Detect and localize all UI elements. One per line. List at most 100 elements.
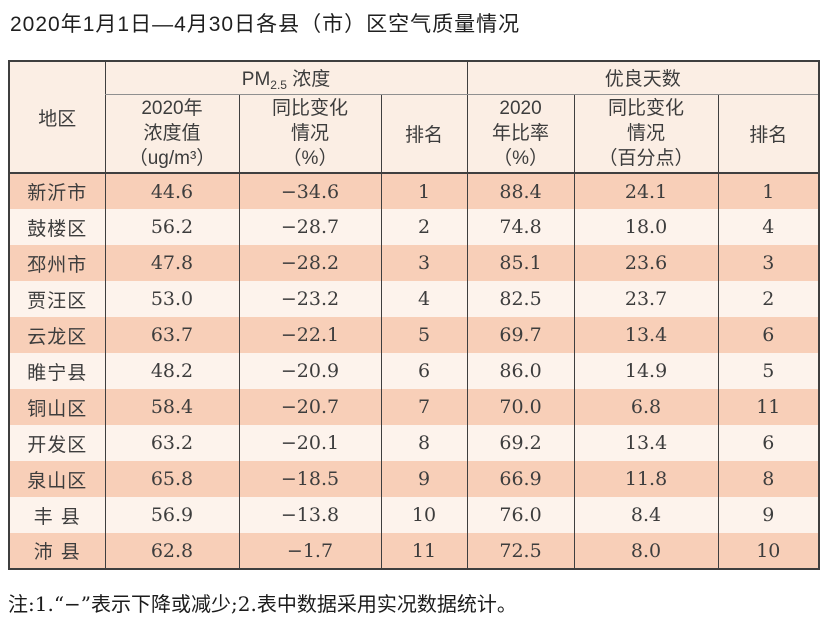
cell-region: 丰 县 — [8, 497, 105, 533]
cell-days-rank: 9 — [717, 497, 820, 533]
cell-region: 泉山区 — [8, 461, 105, 497]
cell-days-change: 24.1 — [573, 173, 719, 209]
cell-pm-rank: 11 — [380, 533, 468, 569]
cell-pm-change: −20.7 — [238, 389, 381, 425]
air-quality-table: 地区 PM2.5 浓度 优良天数 2020年 浓度值 （ug/m³） 同比变化 … — [8, 60, 821, 570]
table-header: 地区 PM2.5 浓度 优良天数 2020年 浓度值 （ug/m³） 同比变化 … — [8, 61, 820, 174]
header-group-row: 地区 PM2.5 浓度 优良天数 — [8, 61, 820, 174]
header-days-rate: 2020 年比率 （%） — [466, 94, 575, 174]
cell-days-change: 14.9 — [573, 353, 719, 389]
cell-region: 邳州市 — [8, 245, 105, 281]
table-row: 贾汪区 53.0 −23.2 4 82.5 23.7 2 — [8, 281, 820, 317]
cell-days-rate: 72.5 — [466, 533, 575, 569]
cell-pm-change: −20.9 — [238, 353, 381, 389]
cell-days-rate: 74.8 — [466, 209, 575, 245]
table-row: 新沂市 44.6 −34.6 1 88.4 24.1 1 — [8, 173, 820, 209]
cell-days-rate: 70.0 — [466, 389, 575, 425]
cell-days-change: 13.4 — [573, 317, 719, 353]
cell-pm-rank: 8 — [380, 425, 468, 461]
cell-days-rate: 85.1 — [466, 245, 575, 281]
cell-days-rank: 6 — [717, 317, 820, 353]
pm25-subscript: 2.5 — [270, 77, 287, 92]
cell-pm-rank: 3 — [380, 245, 468, 281]
cell-pm-value: 48.2 — [104, 353, 239, 389]
cell-days-rate: 69.7 — [466, 317, 575, 353]
cell-pm-rank: 7 — [380, 389, 468, 425]
cell-pm-value: 56.9 — [104, 497, 239, 533]
header-pm25-group: PM2.5 浓度 — [104, 61, 468, 95]
cell-pm-value: 58.4 — [104, 389, 239, 425]
cell-pm-change: −28.2 — [238, 245, 381, 281]
cell-pm-change: −34.6 — [238, 173, 381, 209]
cell-days-rank: 8 — [717, 461, 820, 497]
table-row: 丰 县 56.9 −13.8 10 76.0 8.4 9 — [8, 497, 820, 533]
cell-pm-rank: 4 — [380, 281, 468, 317]
cell-pm-value: 63.7 — [104, 317, 239, 353]
cell-pm-change: −20.1 — [238, 425, 381, 461]
page-title: 2020年1月1日—4月30日各县（市）区空气质量情况 — [10, 13, 521, 36]
cell-days-rate: 69.2 — [466, 425, 575, 461]
table-row: 鼓楼区 56.2 −28.7 2 74.8 18.0 4 — [8, 209, 820, 245]
cell-pm-change: −1.7 — [238, 533, 381, 569]
cell-region: 铜山区 — [8, 389, 105, 425]
cell-pm-rank: 9 — [380, 461, 468, 497]
cell-region: 新沂市 — [8, 173, 105, 209]
cell-pm-value: 63.2 — [104, 425, 239, 461]
table-row: 泉山区 65.8 −18.5 9 66.9 11.8 8 — [8, 461, 820, 497]
cell-days-rate: 76.0 — [466, 497, 575, 533]
cell-region: 沛 县 — [8, 533, 105, 569]
table-row: 铜山区 58.4 −20.7 7 70.0 6.8 11 — [8, 389, 820, 425]
table-row: 云龙区 63.7 −22.1 5 69.7 13.4 6 — [8, 317, 820, 353]
cell-pm-rank: 2 — [380, 209, 468, 245]
cell-pm-value: 56.2 — [104, 209, 239, 245]
cell-pm-rank: 10 — [380, 497, 468, 533]
cell-pm-rank: 6 — [380, 353, 468, 389]
cell-pm-value: 47.8 — [104, 245, 239, 281]
cell-pm-value: 65.8 — [104, 461, 239, 497]
cell-pm-value: 44.6 — [104, 173, 239, 209]
table-body: 新沂市 44.6 −34.6 1 88.4 24.1 1 鼓楼区 56.2 −2… — [8, 173, 820, 569]
cell-days-rate: 66.9 — [466, 461, 575, 497]
header-pm-value: 2020年 浓度值 （ug/m³） — [104, 94, 239, 174]
cell-days-change: 23.6 — [573, 245, 719, 281]
header-good-days-group: 优良天数 — [466, 61, 820, 95]
cell-pm-rank: 1 — [380, 173, 468, 209]
cell-pm-change: −13.8 — [238, 497, 381, 533]
cell-days-rate: 88.4 — [466, 173, 575, 209]
pm25-label: PM2.5 浓度 — [241, 68, 331, 92]
cell-pm-rank: 5 — [380, 317, 468, 353]
table-row: 沛 县 62.8 −1.7 11 72.5 8.0 10 — [8, 533, 820, 569]
cell-days-rate: 82.5 — [466, 281, 575, 317]
header-region: 地区 — [8, 61, 105, 174]
cell-pm-change: −28.7 — [238, 209, 381, 245]
cell-region: 开发区 — [8, 425, 105, 461]
cell-pm-value: 53.0 — [104, 281, 239, 317]
cell-days-rank: 3 — [717, 245, 820, 281]
cell-days-rank: 6 — [717, 425, 820, 461]
cell-days-rank: 4 — [717, 209, 820, 245]
cell-region: 鼓楼区 — [8, 209, 105, 245]
cell-days-change: 13.4 — [573, 425, 719, 461]
cell-days-change: 23.7 — [573, 281, 719, 317]
header-sub-row: 2020年 浓度值 （ug/m³） 同比变化 情况 （%） 排名 2020 年比… — [9, 94, 820, 174]
cell-days-change: 18.0 — [573, 209, 719, 245]
header-days-change: 同比变化 情况 （百分点） — [573, 94, 719, 174]
cell-pm-value: 62.8 — [104, 533, 239, 569]
header-pm-rank: 排名 — [380, 94, 468, 174]
header-pm-change: 同比变化 情况 （%） — [238, 94, 381, 174]
table-row: 邳州市 47.8 −28.2 3 85.1 23.6 3 — [8, 245, 820, 281]
cell-days-rank: 11 — [717, 389, 820, 425]
table-row: 开发区 63.2 −20.1 8 69.2 13.4 6 — [8, 425, 820, 461]
cell-pm-change: −23.2 — [238, 281, 381, 317]
cell-region: 贾汪区 — [8, 281, 105, 317]
footnote: 注:1.“−”表示下降或减少;2.表中数据采用实况数据统计。 — [8, 592, 517, 616]
cell-days-rank: 2 — [717, 281, 820, 317]
cell-region: 云龙区 — [8, 317, 105, 353]
cell-days-change: 6.8 — [573, 389, 719, 425]
cell-days-change: 8.0 — [573, 533, 719, 569]
cell-days-rate: 86.0 — [466, 353, 575, 389]
cell-days-change: 8.4 — [573, 497, 719, 533]
cell-days-rank: 1 — [717, 173, 820, 209]
header-days-rank: 排名 — [717, 94, 820, 174]
